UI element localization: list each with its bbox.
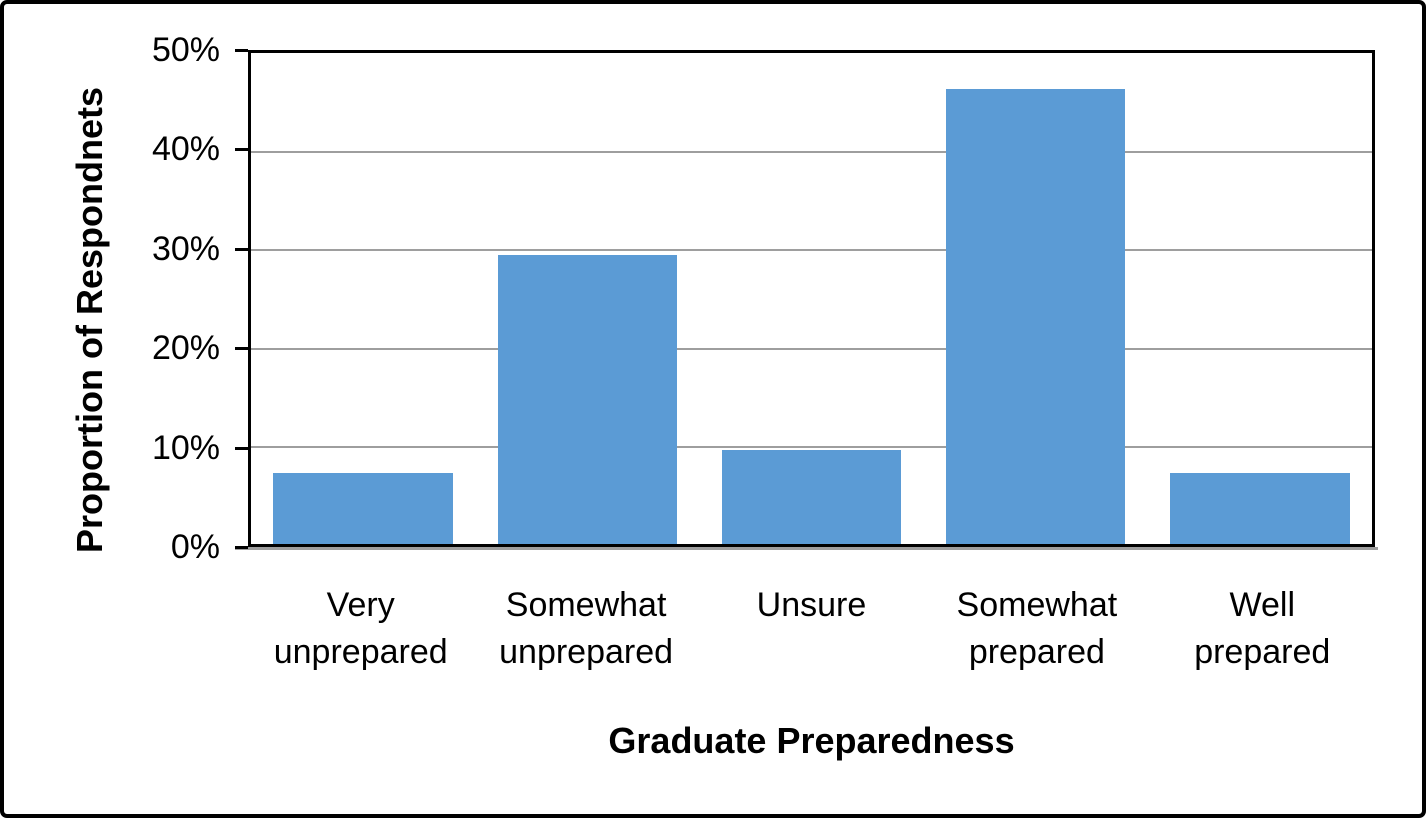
bar-somewhat-prepared [945, 89, 1126, 544]
bar-very-unprepared [273, 473, 453, 544]
bar-slot [699, 53, 923, 544]
bar-well-prepared [1170, 473, 1350, 544]
x-axis-category-labels: Very unprepared Somewhat unprepared Unsure So… [248, 582, 1375, 676]
bar-slot [251, 53, 475, 544]
x-axis-title: Graduate Preparedness [608, 720, 1015, 761]
y-tick-label: 40% [151, 130, 220, 169]
y-tick-label: 10% [151, 428, 220, 467]
y-tick-label: 50% [151, 31, 220, 69]
y-tick-mark [235, 49, 248, 52]
y-tick-mark [235, 148, 248, 152]
gridline [251, 445, 1372, 448]
y-tick-mark [235, 546, 248, 549]
gridline [251, 347, 1372, 350]
plot-area [248, 50, 1375, 547]
x-category-label: Unsure [756, 586, 867, 624]
bar-unsure [721, 449, 902, 544]
bar-somewhat-unprepared [497, 255, 677, 544]
gridline [251, 249, 1372, 252]
bar-slot [1148, 53, 1372, 544]
y-tick-label: 30% [151, 229, 220, 268]
x-category-label: Somewhat prepared [956, 586, 1118, 671]
x-axis-underline [235, 547, 1378, 550]
x-category-label: Very unprepared [273, 586, 448, 671]
bar-slot [475, 53, 699, 544]
x-category-label: Somewhat unprepared [499, 586, 674, 671]
y-tick-label: 20% [151, 329, 220, 368]
y-tick-mark [235, 347, 248, 351]
gridline [251, 151, 1372, 154]
y-tick-label: 0% [170, 528, 220, 566]
bars-container [251, 53, 1372, 544]
bar-slot [924, 53, 1148, 544]
x-category-label: Well prepared [1194, 586, 1331, 671]
y-tick-mark [235, 247, 248, 251]
y-tick-mark [235, 446, 248, 450]
